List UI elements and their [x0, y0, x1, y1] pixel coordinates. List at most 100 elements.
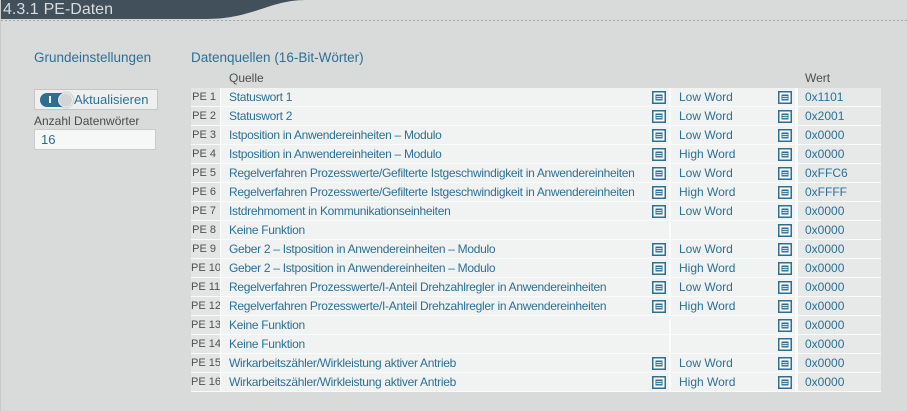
source-select-icon[interactable] [652, 356, 666, 370]
word-cell[interactable]: Low Word [671, 88, 795, 106]
source-label: Keine Funktion [229, 337, 305, 351]
source-select-icon[interactable] [652, 280, 666, 294]
word-cell[interactable] [671, 335, 795, 353]
refresh-toggle-label: Aktualisieren [74, 92, 149, 107]
source-label: Regelverfahren Prozesswerte/I-Anteil Dre… [229, 280, 607, 294]
source-cell[interactable]: Istposition in Anwendereinheiten – Modul… [221, 145, 669, 163]
word-cell[interactable]: Low Word [671, 126, 795, 144]
word-select-icon[interactable] [778, 204, 792, 218]
table-row: PE 14 Keine Funktion [191, 335, 881, 354]
word-select-icon[interactable] [778, 318, 792, 332]
value-cell: 0x0000 [798, 240, 881, 258]
source-label: Statuswort 2 [229, 109, 293, 123]
value-cell: 0x0000 [798, 373, 881, 391]
toggle-knob[interactable] [58, 92, 73, 107]
source-select-icon[interactable] [652, 90, 666, 104]
word-label: High Word [679, 147, 736, 161]
word-select-icon[interactable] [778, 375, 792, 389]
word-select-icon[interactable] [778, 261, 792, 275]
word-cell[interactable]: Low Word [671, 240, 795, 258]
column-header-pe [191, 69, 220, 87]
source-select-icon[interactable] [652, 242, 666, 256]
source-select-icon[interactable] [652, 185, 666, 199]
word-select-icon[interactable] [778, 147, 792, 161]
source-cell[interactable]: Wirkarbeitszähler/Wirkleistung aktiver A… [221, 373, 669, 391]
source-select-icon[interactable] [652, 147, 666, 161]
word-cell[interactable]: High Word [671, 145, 795, 163]
source-cell[interactable]: Regelverfahren Prozesswerte/Gefilterte I… [221, 164, 669, 182]
source-cell[interactable]: Statuswort 1 [221, 88, 669, 106]
table-row: PE 11 Regelverfahren Prozesswerte/I-Ante… [191, 278, 881, 297]
word-select-icon[interactable] [778, 356, 792, 370]
toggle-on-icon[interactable] [40, 92, 73, 107]
source-cell[interactable]: Keine Funktion [221, 316, 669, 334]
word-select-icon[interactable] [778, 185, 792, 199]
source-select-icon[interactable] [652, 204, 666, 218]
source-label: Istposition in Anwendereinheiten – Modul… [229, 147, 442, 161]
word-cell[interactable]: Low Word [671, 107, 795, 125]
word-cell[interactable] [671, 316, 795, 334]
source-select-icon[interactable] [652, 166, 666, 180]
word-select-icon[interactable] [778, 223, 792, 237]
source-select-icon[interactable] [652, 299, 666, 313]
word-cell[interactable]: High Word [671, 297, 795, 315]
pe-index: PE 14 [191, 335, 220, 353]
section-number: 4.3.1 [3, 1, 39, 18]
pe-index: PE 15 [191, 354, 220, 372]
source-label: Istposition in Anwendereinheiten – Modul… [229, 128, 442, 142]
word-select-icon[interactable] [778, 280, 792, 294]
source-cell[interactable]: Statuswort 2 [221, 107, 669, 125]
source-select-icon[interactable] [652, 261, 666, 275]
word-select-icon[interactable] [778, 166, 792, 180]
table-row: PE 9 Geber 2 – Istposition in Anwenderei… [191, 240, 881, 259]
word-cell[interactable]: High Word [671, 183, 795, 201]
source-cell[interactable]: Regelverfahren Prozesswerte/I-Anteil Dre… [221, 297, 669, 315]
source-cell[interactable]: Keine Funktion [221, 221, 669, 239]
word-select-icon[interactable] [778, 128, 792, 142]
page-title: 4.3.1 PE-Daten [3, 0, 113, 20]
source-cell[interactable]: Regelverfahren Prozesswerte/Gefilterte I… [221, 183, 669, 201]
table-row: PE 1 Statuswort 1 Low Word [191, 88, 881, 107]
value-cell: 0x0000 [798, 354, 881, 372]
pe-index: PE 10 [191, 259, 220, 277]
source-cell[interactable]: Istposition in Anwendereinheiten – Modul… [221, 126, 669, 144]
value-cell: 0x0000 [798, 202, 881, 220]
source-select-icon[interactable] [652, 128, 666, 142]
source-cell[interactable]: Geber 2 – Istposition in Anwendereinheit… [221, 240, 669, 258]
word-select-icon[interactable] [778, 109, 792, 123]
word-label: Low Word [679, 166, 733, 180]
pe-index: PE 16 [191, 373, 220, 391]
source-label: Statuswort 1 [229, 90, 293, 104]
source-cell[interactable]: Keine Funktion [221, 335, 669, 353]
source-cell[interactable]: Istdrehmoment in Kommunikationseinheiten [221, 202, 669, 220]
table-row: PE 10 Geber 2 – Istposition in Anwendere… [191, 259, 881, 278]
refresh-toggle[interactable]: Aktualisieren [34, 89, 158, 110]
source-cell[interactable]: Regelverfahren Prozesswerte/I-Anteil Dre… [221, 278, 669, 296]
word-cell[interactable] [671, 221, 795, 239]
word-label: Low Word [679, 356, 733, 370]
word-select-icon[interactable] [778, 90, 792, 104]
word-label: Low Word [679, 242, 733, 256]
word-count-input[interactable] [34, 129, 156, 150]
source-cell[interactable]: Wirkarbeitszähler/Wirkleistung aktiver A… [221, 354, 669, 372]
source-select-icon[interactable] [652, 375, 666, 389]
word-select-icon[interactable] [778, 242, 792, 256]
word-select-icon[interactable] [778, 299, 792, 313]
basic-settings-heading: Grundeinstellungen [34, 50, 152, 65]
source-select-icon[interactable] [652, 109, 666, 123]
word-cell[interactable]: Low Word [671, 164, 795, 182]
pe-index: PE 3 [191, 126, 220, 144]
word-select-icon[interactable] [778, 337, 792, 351]
word-cell[interactable]: Low Word [671, 278, 795, 296]
pe-index: PE 8 [191, 221, 220, 239]
word-cell[interactable]: Low Word [671, 354, 795, 372]
table-row: PE 2 Statuswort 2 Low Word [191, 107, 881, 126]
section-title-bar: 4.3.1 PE-Daten [1, 0, 907, 20]
value-cell: 0x0000 [798, 297, 881, 315]
source-cell[interactable]: Geber 2 – Istposition in Anwendereinheit… [221, 259, 669, 277]
source-label: Istdrehmoment in Kommunikationseinheiten [229, 204, 451, 218]
word-cell[interactable]: High Word [671, 259, 795, 277]
value-cell: 0x0000 [798, 145, 881, 163]
word-cell[interactable]: High Word [671, 373, 795, 391]
word-cell[interactable]: Low Word [671, 202, 795, 220]
